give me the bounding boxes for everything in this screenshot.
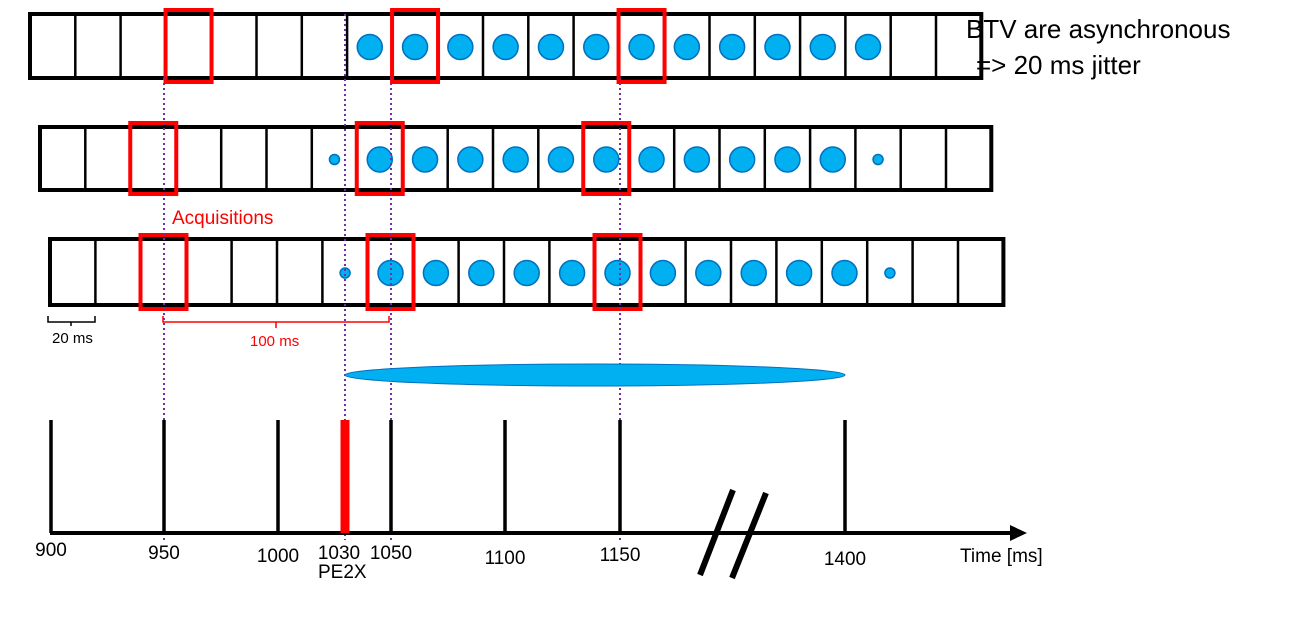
frame-period-bracket (47, 316, 96, 326)
row-frame-border (28, 12, 984, 80)
beam-image-dot (774, 146, 801, 173)
beam-image-dot (819, 146, 846, 173)
beam-image-dot (683, 146, 711, 173)
tick-label-1400: 1400 (823, 549, 867, 570)
acquisitions-label: Acquisitions (172, 208, 274, 229)
beam-edge-dot (884, 267, 896, 279)
acquisition-frame-box (163, 8, 214, 84)
beam-image-dot (457, 146, 484, 173)
jitter-note-title: BTV are asynchronous (966, 14, 1231, 44)
axis-label: Time [ms] (960, 546, 1043, 567)
acquisition-frame-box (581, 121, 632, 196)
acquisition-frame-box (138, 233, 189, 311)
tick-label-1100: 1100 (484, 548, 526, 569)
beam-image-dot (411, 146, 439, 173)
beam-edge-dot (872, 153, 884, 166)
beam-image-dot (673, 33, 701, 61)
acquisition-frame-box (128, 121, 179, 196)
pe2x-label: PE2X (318, 562, 367, 583)
beam-edge-dot (339, 267, 351, 279)
acquisition-frame-box (592, 233, 643, 311)
beam-image-dot (649, 259, 677, 287)
beam-image-dot (628, 33, 655, 61)
axis-break-mark (697, 488, 736, 577)
beam-image-dot (513, 259, 540, 287)
beam-image-dot (502, 146, 529, 173)
beam-image-dot (356, 33, 383, 61)
beam-image-dot (728, 146, 756, 173)
beam-image-dot (831, 259, 858, 287)
beam-image-dot (604, 259, 631, 287)
jitter-note-detail: => 20 ms jitter (976, 50, 1141, 80)
beam-image-dot (558, 259, 586, 287)
tick-label-1050: 1050 (369, 543, 413, 564)
beam-image-dot (593, 146, 620, 173)
frame-row-2 (38, 121, 994, 196)
beam-edge-dot (328, 153, 341, 166)
tick-label-900: 900 (35, 540, 67, 561)
beam-image-dot (854, 33, 882, 61)
beam-image-dot (583, 33, 610, 61)
row-frame-border (38, 125, 994, 192)
scale-brackets (47, 316, 390, 328)
acquisition-frame-box (354, 121, 405, 196)
beam-image-dot (492, 33, 519, 61)
acq-period-bracket (162, 316, 390, 328)
beam-image-dot (695, 259, 722, 287)
frame-rows (28, 8, 1006, 311)
beam-image-dot (547, 146, 575, 173)
time-axis (49, 420, 1027, 580)
beam-image-dot (785, 259, 813, 287)
beam-image-dot (401, 33, 429, 61)
observation-window (344, 363, 846, 387)
acquisition-frame-box (616, 8, 667, 84)
tick-label-950: 950 (148, 543, 180, 564)
tick-label-1150: 1150 (599, 545, 641, 566)
beam-image-dot (447, 33, 474, 61)
axis-break-mark (729, 491, 769, 580)
tick-label-1030: 1030 (317, 543, 361, 564)
beam-image-dot (468, 259, 495, 287)
beam-image-dot (718, 33, 746, 61)
frame-period-label: 20 ms (52, 330, 93, 347)
beam-image-dot (537, 33, 565, 61)
beam-image-dot (740, 259, 767, 287)
beam-image-dot (638, 146, 665, 173)
frame-row-1 (28, 8, 984, 84)
beam-image-dot (809, 33, 836, 61)
row-frame-border (48, 237, 1006, 307)
time-axis-arrow (1010, 525, 1027, 541)
beam-image-dot (366, 146, 393, 173)
tick-label-1000: 1000 (256, 546, 300, 567)
acq-period-label: 100 ms (250, 333, 300, 350)
beam-image-dot (764, 33, 791, 61)
beam-image-dot (422, 259, 450, 287)
frame-row-3 (48, 233, 1006, 311)
acquisition-frame-box (390, 8, 441, 84)
